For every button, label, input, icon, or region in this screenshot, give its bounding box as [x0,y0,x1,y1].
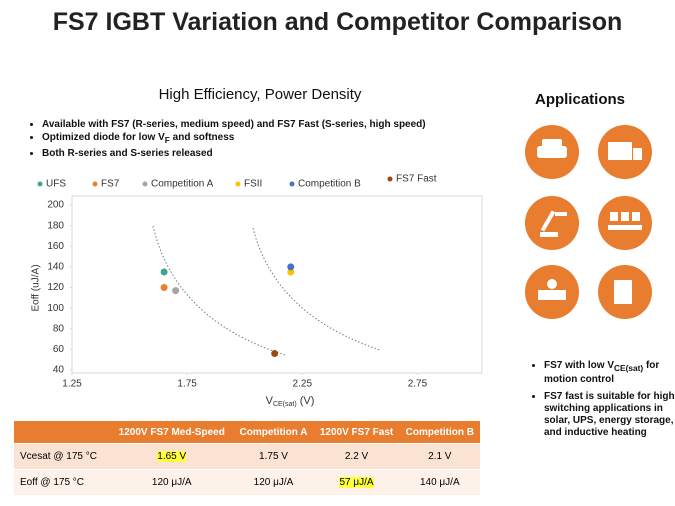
cell-text: 120 μJ/A [253,477,294,488]
cell-text: 57 μJ/A [339,477,374,488]
bullet: Optimized diode for low VF and softness [42,131,512,147]
x-tick-label: 2.25 [293,379,313,390]
bullet-text: and softness [169,132,235,143]
y-tick-label: 60 [53,344,65,355]
bullet: Both R-series and S-series released [42,147,512,160]
point [271,350,279,357]
x-axis-label: VCE(sat) (V) [266,395,315,408]
header-cell: 1200V FS7 Fast [313,421,400,444]
y-tick-label: 40 [53,365,65,376]
cell-text: Vcesat @ 175 °C [20,451,97,462]
legend-marker [142,181,148,187]
bullet-text: Optimized diode for low V [42,132,165,143]
comparison-table-wrap: 1200V FS7 Med-Speed Competition A 1200V FS… [14,421,480,496]
x-axis-label-sub: CE(sat) [273,401,297,408]
y-tick-label: 180 [47,220,64,231]
table-cell: 120 μJ/A [233,469,314,496]
legend-label: UFS [46,179,66,190]
legend-marker [37,181,43,187]
icon-robot [525,196,579,250]
bullet-list: Available with FS7 (R-series, medium spe… [30,118,512,160]
icon-glyphs [537,139,642,304]
table-cell: 1.65 V [109,443,234,470]
applications-title: Applications [534,91,625,108]
header-cell: Competition B [399,421,480,444]
comparison-table: 1200V FS7 Med-Speed Competition A 1200V FS… [14,421,480,496]
cell-text: 120 μJ/A [151,477,192,488]
cell-text: 2.2 V [344,451,369,462]
legend-label: Competition A [151,179,214,190]
table-row: Eoff @ 175 °C 120 μJ/A 120 μJ/A 57 μJ/A 140 … [14,469,480,496]
subscript: F [164,135,170,145]
note-text: FS7 with low V [544,360,615,371]
cell-text: 1.65 V [157,451,187,462]
y-tick-label: 160 [47,241,64,252]
note: FS7 fast is suitable for high-switching … [544,391,675,439]
header-row: 1200V FS7 Med-Speed Competition A 1200V FS… [14,421,480,444]
notes-list: FS7 with low VCE(sat) for motion control… [532,360,675,444]
y-axis-label: Eoff (uJ/A) [31,264,42,311]
y-tick-label: 100 [47,303,64,314]
icon-conveyor [598,196,652,250]
point [287,263,295,271]
x-tick-label: 1.25 [62,379,82,390]
table-row: Vcesat @ 175 °C 1.65 V 1.75 V 2.2 V 2.1 V [14,443,480,470]
bullet-text: Both R-series and S-series released [42,148,213,159]
legend-label: FSII [244,179,262,190]
cell-text: 2.1 V [428,451,452,462]
cell-text: Eoff @ 175 °C [20,477,84,488]
plot-frame [71,195,483,374]
point [287,268,295,276]
x-axis-label-part: (V) [297,395,315,407]
note-text: for motion control [544,360,660,385]
legend-marker [92,181,98,187]
x-tick-label: 2.75 [408,379,428,390]
table-cell: 2.2 V [313,443,400,470]
note-text: FS7 fast is suitable for high-switching … [544,391,675,438]
y-tick-label: 200 [47,200,64,211]
header-cell: Competition A [233,421,314,444]
table-cell: Eoff @ 175 °C [14,469,110,496]
trend-line [152,225,286,356]
point [172,287,180,295]
note: FS7 with low VCE(sat) for motion control [544,360,675,386]
point [160,268,168,276]
legend-label: FS7 [101,179,120,190]
chart: VCE(sat) (V) Eoff (uJ/A) 406080100120140… [31,125,652,408]
table-cell: Vcesat @ 175 °C [14,443,110,470]
table-cell: 2.1 V [399,443,480,470]
subscript: CE(sat) [614,363,644,373]
table-cell: 1.75 V [233,443,314,470]
legend-marker [387,176,393,182]
y-tick-label: 120 [47,282,64,293]
table-cell: 140 μJ/A [399,469,480,496]
table-cell: 57 μJ/A [313,469,400,496]
y-tick-label: 140 [47,262,64,273]
chart-subtitle: High Efficiency, Power Density [158,86,362,103]
point [160,284,168,291]
trend-line [252,227,381,351]
x-axis-label-part: V [266,395,274,407]
legend-label: Competition B [298,179,361,190]
bullet-text: Available with FS7 (R-series, medium spe… [42,119,426,130]
table-cell: 120 μJ/A [109,469,234,496]
header-cell: 1200V FS7 Med-Speed [109,421,234,444]
cell-text: 140 μJ/A [419,477,460,488]
y-tick-label: 80 [53,323,65,334]
header-cell [14,421,110,444]
cell-text: 1.75 V [259,451,288,462]
legend-label: FS7 Fast [396,174,437,185]
bullet: Available with FS7 (R-series, medium spe… [42,118,512,131]
slide-title: FS7 IGBT Variation and Competitor Compar… [52,8,623,36]
legend-marker [289,181,295,187]
x-tick-label: 1.75 [177,379,197,390]
legend-marker [235,181,241,187]
